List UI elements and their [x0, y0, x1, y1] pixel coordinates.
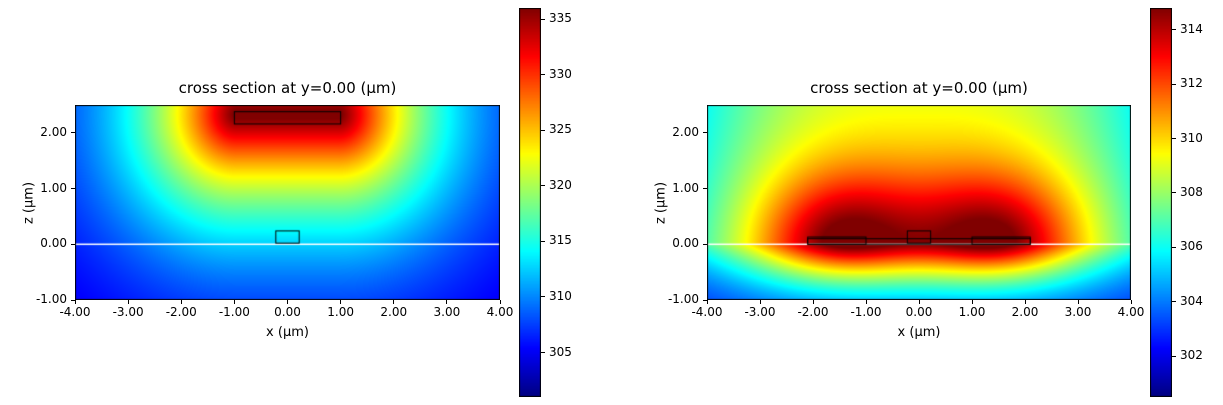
x-tick-label: 2.00 — [380, 305, 408, 319]
x-tick-label: 1.00 — [958, 305, 986, 319]
x-tick-label: -1.00 — [850, 305, 882, 319]
y-tick-label: 1.00 — [672, 180, 699, 195]
y-tick-mark — [703, 132, 707, 134]
colorbar-canvas-right — [1150, 8, 1172, 397]
heatmap-canvas-right — [707, 105, 1131, 300]
y-axis-label-left: z (μm) — [21, 181, 37, 224]
x-tick-mark — [759, 300, 761, 304]
colorbar-tick-label: 302 — [1180, 348, 1203, 363]
colorbar-left: 305 310 315 320 325 330 335 — [519, 8, 572, 397]
x-tick-mark — [918, 300, 920, 304]
x-tick-label: 3.00 — [1064, 305, 1092, 319]
x-tick-label: -1.00 — [218, 305, 250, 319]
y-tick-mark — [71, 299, 75, 301]
x-tick-label: 4.00 — [486, 305, 514, 319]
colorbar-tick-label: 306 — [1180, 239, 1203, 254]
x-tick-mark — [393, 300, 395, 304]
colorbar-tick-label: 330 — [549, 66, 572, 81]
y-tick-mark — [71, 188, 75, 190]
x-tick-mark — [499, 300, 501, 304]
colorbar-tick-label: 335 — [549, 11, 572, 26]
colorbar-tick-label: 320 — [549, 177, 572, 192]
x-tick-mark — [1130, 300, 1132, 304]
x-tick-mark — [446, 300, 448, 304]
colorbar-tick-mark — [1172, 192, 1176, 194]
x-tick-label: 3.00 — [433, 305, 461, 319]
colorbar-tick-mark — [1172, 301, 1176, 303]
colorbar-canvas-left — [519, 8, 541, 397]
colorbar-tick-mark — [1172, 355, 1176, 357]
y-tick-label: -1.00 — [667, 292, 699, 306]
colorbar-tick-mark — [541, 18, 545, 20]
colorbar-tick-mark — [541, 240, 545, 242]
x-tick-mark — [340, 300, 342, 304]
y-tick-label: 1.00 — [40, 180, 67, 195]
x-tick-mark — [127, 300, 129, 304]
x-tick-label: 0.00 — [274, 305, 301, 319]
x-tick-mark — [287, 300, 288, 304]
colorbar-tick-label: 314 — [1180, 21, 1203, 36]
x-tick-mark — [812, 300, 814, 304]
x-tick-mark — [971, 300, 973, 304]
colorbar-tick-mark — [1172, 246, 1176, 248]
x-tick-mark — [180, 300, 182, 304]
heatmap-plot-left: cross section at y=0.00 (μm) -4.00 -3.00 -… — [22, 79, 514, 340]
x-tick-mark — [1024, 300, 1026, 304]
y-tick-mark — [71, 132, 75, 134]
y-tick-label: 0.00 — [40, 236, 67, 251]
x-tick-label: -4.00 — [59, 305, 91, 319]
x-tick-label: -3.00 — [112, 305, 144, 319]
x-tick-label: 0.00 — [905, 305, 933, 319]
plot-title-right: cross section at y=0.00 (μm) — [810, 79, 1028, 97]
x-tick-label: 2.00 — [1011, 305, 1039, 319]
heatmap-plot-right: cross section at y=0.00 (μm) -4.00 -3.00 -… — [654, 79, 1145, 340]
colorbar-tick-mark — [541, 185, 545, 187]
colorbar-tick-mark — [541, 352, 545, 354]
colorbar-tick-mark — [541, 129, 545, 131]
x-axis-label-left: x (μm) — [266, 325, 309, 340]
y-tick-mark — [71, 243, 75, 245]
y-tick-label: 2.00 — [672, 124, 699, 139]
y-tick-label: -1.00 — [35, 292, 67, 306]
x-tick-label: -2.00 — [165, 305, 197, 319]
colorbar-tick-label: 325 — [549, 122, 572, 137]
colorbar-tick-label: 305 — [549, 344, 572, 359]
colorbar-tick-label: 310 — [1180, 130, 1203, 145]
colorbar-tick-mark — [1172, 138, 1176, 140]
x-tick-mark — [233, 300, 235, 304]
y-axis-label-right: z (μm) — [653, 181, 669, 224]
x-axis-label-right: x (μm) — [897, 325, 941, 340]
colorbar-tick-label: 308 — [1180, 184, 1203, 199]
colorbar-tick-mark — [1172, 83, 1176, 85]
x-tick-label: -3.00 — [744, 305, 776, 319]
colorbar-tick-label: 310 — [549, 288, 572, 303]
heatmap-canvas-left — [75, 105, 500, 300]
colorbar-tick-mark — [1172, 29, 1176, 31]
colorbar-tick-mark — [541, 74, 545, 76]
x-tick-mark — [865, 300, 867, 304]
y-tick-mark — [703, 299, 707, 301]
x-tick-mark — [1077, 300, 1079, 304]
x-tick-label: 1.00 — [327, 305, 354, 319]
colorbar-tick-label: 312 — [1180, 76, 1203, 91]
colorbar-tick-mark — [541, 296, 545, 298]
x-tick-mark — [706, 300, 708, 304]
x-tick-label: -2.00 — [797, 305, 829, 319]
x-tick-mark — [74, 300, 76, 304]
colorbar-tick-label: 315 — [549, 233, 572, 248]
y-tick-mark — [703, 243, 707, 245]
colorbar-right: 302 304 306 308 310 312 314 — [1150, 8, 1203, 397]
x-tick-label: -4.00 — [691, 305, 723, 319]
x-tick-label: 4.00 — [1117, 305, 1145, 319]
y-tick-label: 2.00 — [40, 124, 67, 139]
y-tick-mark — [703, 188, 707, 190]
y-tick-label: 0.00 — [672, 236, 699, 251]
colorbar-tick-label: 304 — [1180, 293, 1203, 308]
plot-title-left: cross section at y=0.00 (μm) — [178, 79, 397, 97]
